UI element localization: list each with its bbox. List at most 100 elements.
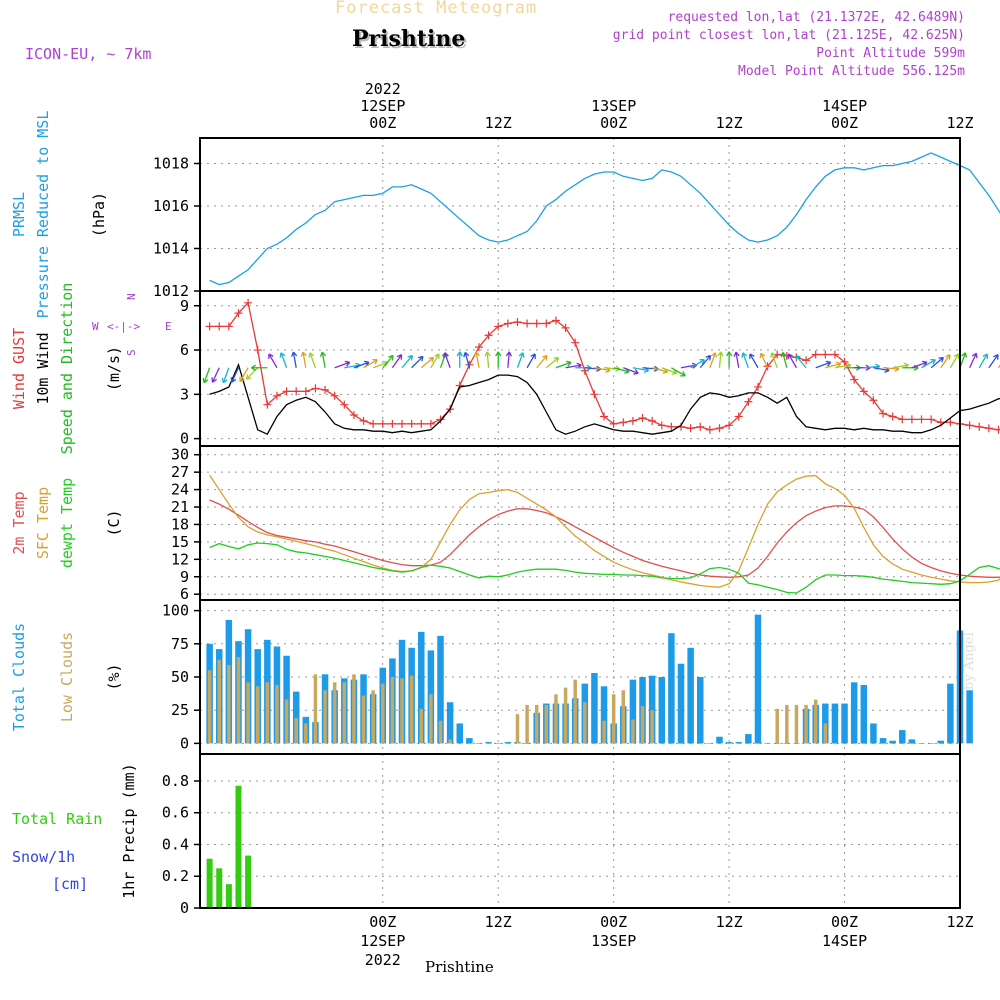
wind-axis-label: 10m Wind — [34, 332, 52, 404]
wind-direction-arrow — [815, 360, 832, 369]
y-tick-label: 0.6 — [162, 804, 189, 822]
y-tick-label: 27 — [171, 463, 189, 481]
panel-frame — [199, 137, 961, 292]
wind-direction-arrow — [949, 353, 960, 369]
compass-arrows: <-|-> — [107, 320, 140, 333]
dewpt-temp-line — [209, 542, 1000, 594]
wind-direction-arrow — [353, 360, 370, 369]
gust-marker — [734, 412, 743, 421]
low-clouds-bar — [438, 720, 443, 744]
bottom-time-label: 00Z — [831, 913, 858, 931]
gust-marker — [994, 425, 1000, 434]
gust-marker — [407, 419, 416, 428]
gust-marker — [494, 322, 503, 331]
low-clouds-bar — [852, 743, 856, 744]
total-clouds-bar — [668, 633, 675, 744]
top-time-label: 00Z — [831, 114, 858, 132]
total-clouds-bar — [600, 686, 608, 744]
gust-marker — [272, 391, 281, 400]
wind-direction-arrow — [555, 360, 572, 369]
low-clouds-bar — [217, 659, 221, 744]
total-clouds-bar — [446, 702, 454, 744]
top-time-label: 00Z — [600, 114, 627, 132]
y-tick-label: 0.4 — [162, 835, 189, 853]
temperature-axis-label: dewpt Temp — [58, 478, 76, 568]
low-clouds-bar — [775, 708, 779, 744]
wind-direction-arrow — [245, 367, 259, 380]
wind-direction-arrow — [391, 354, 403, 369]
low-clouds-bar — [669, 743, 674, 744]
bottom-time-label: 12Z — [946, 913, 973, 931]
wind-direction-arrow — [300, 351, 307, 368]
total-clouds-bar — [629, 679, 637, 744]
bottom-time-label: 13SEP — [591, 932, 636, 950]
wind-direction-arrow — [717, 351, 724, 368]
wind-direction-arrow — [709, 352, 717, 368]
gust-marker — [321, 385, 330, 394]
wind-direction-arrow — [463, 351, 470, 368]
y-tick-label: 15 — [171, 533, 189, 551]
gust-marker — [888, 412, 897, 421]
clouds-axis-label: Total Clouds — [10, 623, 28, 731]
gust-marker — [715, 424, 724, 433]
total-clouds-bar — [697, 677, 704, 744]
low-clouds-bar — [621, 690, 626, 744]
y-tick-label: 6 — [180, 341, 189, 359]
precip-panel: 0 0.2 0.4 0.6 0.8 Total Rain Snow/1h [cm] 1hr Pr… — [12, 753, 961, 917]
wind-direction-arrow — [978, 353, 988, 369]
low-clouds-bar — [361, 695, 366, 744]
wind-direction-arrow — [202, 367, 211, 384]
total-clouds-bar — [456, 723, 463, 744]
gust-marker — [830, 350, 839, 359]
snow-label: Snow/1h — [12, 848, 75, 866]
y-tick-label: 100 — [162, 602, 189, 620]
wind-axis-label: Speed and Direction — [58, 283, 76, 455]
wind-direction-arrow — [940, 354, 951, 369]
clouds-panel: 0 25 50 75 100 Total Clouds Low Clouds (%) — [10, 599, 973, 755]
total-clouds-bar — [648, 675, 656, 744]
gust-marker — [638, 413, 647, 422]
gust-marker — [965, 421, 974, 430]
low-clouds-bar — [640, 706, 645, 744]
wind-direction-arrow — [759, 352, 769, 369]
wind-direction-arrow — [690, 359, 706, 369]
y-tick-label: 24 — [171, 481, 189, 499]
bottom-time-label: 12SEP — [360, 932, 405, 950]
bottom-time-label: 12Z — [716, 913, 743, 931]
gust-marker — [292, 387, 301, 396]
gust-marker — [725, 421, 734, 430]
wind-direction-arrow — [279, 352, 288, 368]
pressure-axis-label: PRMSL — [10, 192, 28, 237]
bottom-time-label: 00Z — [600, 913, 627, 931]
y-tick-label: 9 — [180, 568, 189, 586]
low-clouds-bar — [679, 743, 683, 744]
wind-direction-arrow — [484, 351, 491, 368]
wind-direction-arrow — [741, 352, 749, 368]
low-clouds-bar — [660, 743, 664, 744]
gust-marker — [744, 397, 753, 406]
pressure-axis-label: Pressure Reduced to MSL — [34, 111, 52, 319]
total-clouds-bar — [908, 739, 916, 744]
model-label: ICON-EU, ~ 7km — [25, 45, 152, 63]
wind-direction-arrow — [319, 351, 327, 368]
gust-marker — [224, 322, 233, 331]
low-clouds-bar — [332, 682, 337, 744]
low-clouds-bar — [486, 743, 491, 744]
low-clouds-bar — [948, 743, 953, 744]
temperature-axis-label: 2m Temp — [10, 491, 28, 554]
low-clouds-bar — [910, 743, 914, 744]
y-tick-label: 30 — [171, 446, 189, 464]
compass-n: N — [125, 293, 138, 300]
wind-direction-arrow — [911, 360, 928, 369]
top-time-label: 14SEP — [822, 97, 867, 115]
gust-marker — [850, 375, 859, 384]
total-clouds-bar — [773, 743, 781, 744]
gust-marker — [840, 357, 849, 366]
gust-marker — [340, 400, 349, 409]
low-clouds-bar — [525, 704, 529, 744]
gust-marker — [484, 331, 493, 340]
low-clouds-bar — [717, 743, 722, 744]
low-clouds-bar — [227, 665, 231, 744]
total-clouds-bar — [466, 738, 473, 744]
